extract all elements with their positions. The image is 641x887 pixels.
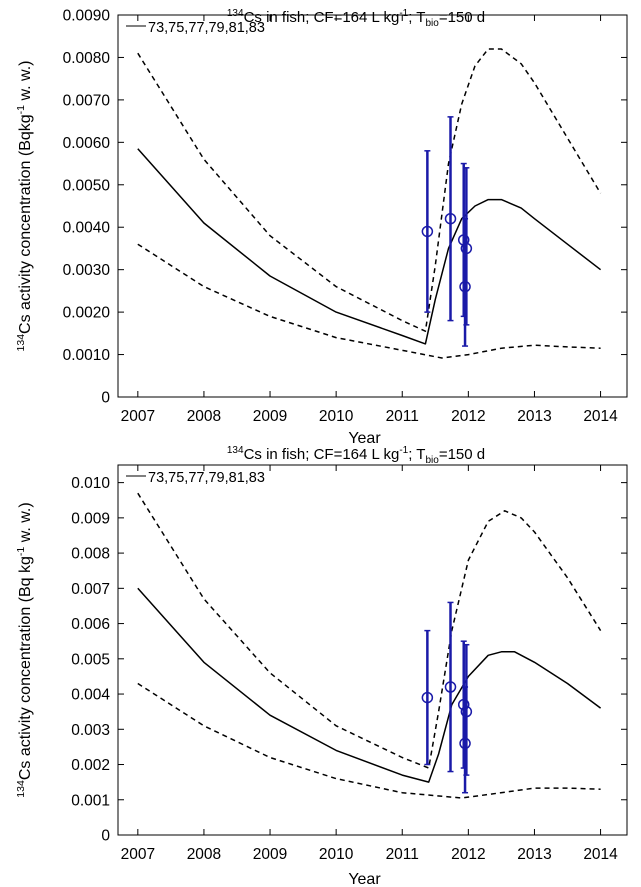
- series-line-dashed: [137, 682, 601, 799]
- y-tick-label: 0.0090: [63, 8, 111, 25]
- x-tick-label: 2011: [386, 408, 419, 425]
- y-tick-label: 0: [101, 828, 110, 845]
- observation-point: [457, 698, 470, 711]
- y-axis-title: 134Cs activity concentration (Bqkg-1 w. …: [15, 61, 34, 352]
- series-line-dashed: [137, 492, 602, 769]
- x-tick-label: 2009: [253, 846, 287, 863]
- x-tick-label: 2007: [121, 846, 155, 863]
- chart-panel-top: 134Cs in fish; CF=164 L kg-1; Tbio=150 d…: [15, 8, 628, 445]
- x-tick-label: 2007: [121, 408, 155, 425]
- y-tick-label: 0.002: [71, 757, 110, 774]
- observation-point: [459, 737, 471, 750]
- x-tick-label: 2008: [187, 846, 221, 863]
- y-tick-label: 0.0050: [63, 177, 111, 194]
- y-tick-label: 0.0020: [63, 305, 111, 322]
- series-line-dashed: [137, 48, 602, 332]
- chart-title: 134Cs in fish; CF=164 L kg-1; Tbio=150 d: [227, 8, 485, 29]
- chart-title: 134Cs in fish; CF=164 L kg-1; Tbio=150 d: [227, 445, 485, 466]
- y-tick-label: 0.005: [71, 651, 110, 668]
- x-axis-title: Year: [348, 871, 381, 887]
- x-tick-label: 2010: [319, 846, 354, 863]
- observation-point: [459, 280, 471, 293]
- y-tick-label: 0.0070: [63, 92, 111, 109]
- x-tick-label: 2011: [386, 846, 419, 863]
- x-tick-label: 2014: [583, 408, 618, 425]
- legend-label: 73,75,77,79,81,83: [148, 20, 265, 36]
- observation-point: [421, 225, 434, 238]
- y-tick-label: 0.001: [71, 792, 110, 809]
- x-tick-label: 2010: [319, 408, 354, 425]
- observation-point: [444, 681, 457, 693]
- x-tick-label: 2014: [583, 846, 618, 863]
- y-tick-label: 0.0030: [63, 262, 111, 279]
- y-tick-label: 0.0080: [63, 50, 111, 67]
- observation-point: [460, 242, 473, 255]
- plot-frame: [117, 464, 628, 836]
- series-line-dashed: [137, 243, 601, 359]
- chart-panel-bottom: 134Cs in fish; CF=164 L kg-1; Tbio=150 d…: [0, 445, 641, 887]
- x-tick-label: 2008: [187, 408, 221, 425]
- x-axis-title: Year: [348, 430, 381, 445]
- series-line-solid: [137, 148, 602, 345]
- x-tick-label: 2012: [451, 846, 485, 863]
- x-tick-label: 2009: [253, 408, 287, 425]
- observation-point: [421, 691, 434, 704]
- legend-label: 73,75,77,79,81,83: [148, 470, 265, 486]
- y-tick-label: 0.008: [71, 546, 110, 563]
- y-tick-label: 0.0010: [63, 347, 111, 364]
- y-tick-label: 0.0060: [63, 135, 111, 152]
- observation-point: [460, 705, 473, 718]
- chart-bottom: 134Cs in fish; CF=164 L kg-1; Tbio=150 d…: [15, 445, 628, 887]
- x-tick-label: 2012: [451, 408, 485, 425]
- y-tick-label: 0: [101, 390, 110, 407]
- y-tick-label: 0.0040: [63, 220, 111, 237]
- y-tick-label: 0.006: [71, 616, 110, 633]
- x-tick-label: 2013: [517, 846, 551, 863]
- plot-frame: [117, 14, 628, 398]
- x-tick-label: 2013: [517, 408, 551, 425]
- y-tick-label: 0.003: [71, 722, 110, 739]
- y-tick-label: 0.007: [71, 581, 110, 598]
- y-tick-label: 0.009: [71, 510, 110, 527]
- y-axis-title: 134Cs activity concentration (Bq kg-1 w.…: [15, 502, 34, 797]
- y-tick-label: 0.004: [71, 687, 110, 704]
- series-line-solid: [137, 587, 602, 783]
- observation-point: [444, 212, 457, 225]
- chart-top: 134Cs in fish; CF=164 L kg-1; Tbio=150 d…: [15, 8, 628, 445]
- y-tick-label: 0.010: [71, 475, 110, 492]
